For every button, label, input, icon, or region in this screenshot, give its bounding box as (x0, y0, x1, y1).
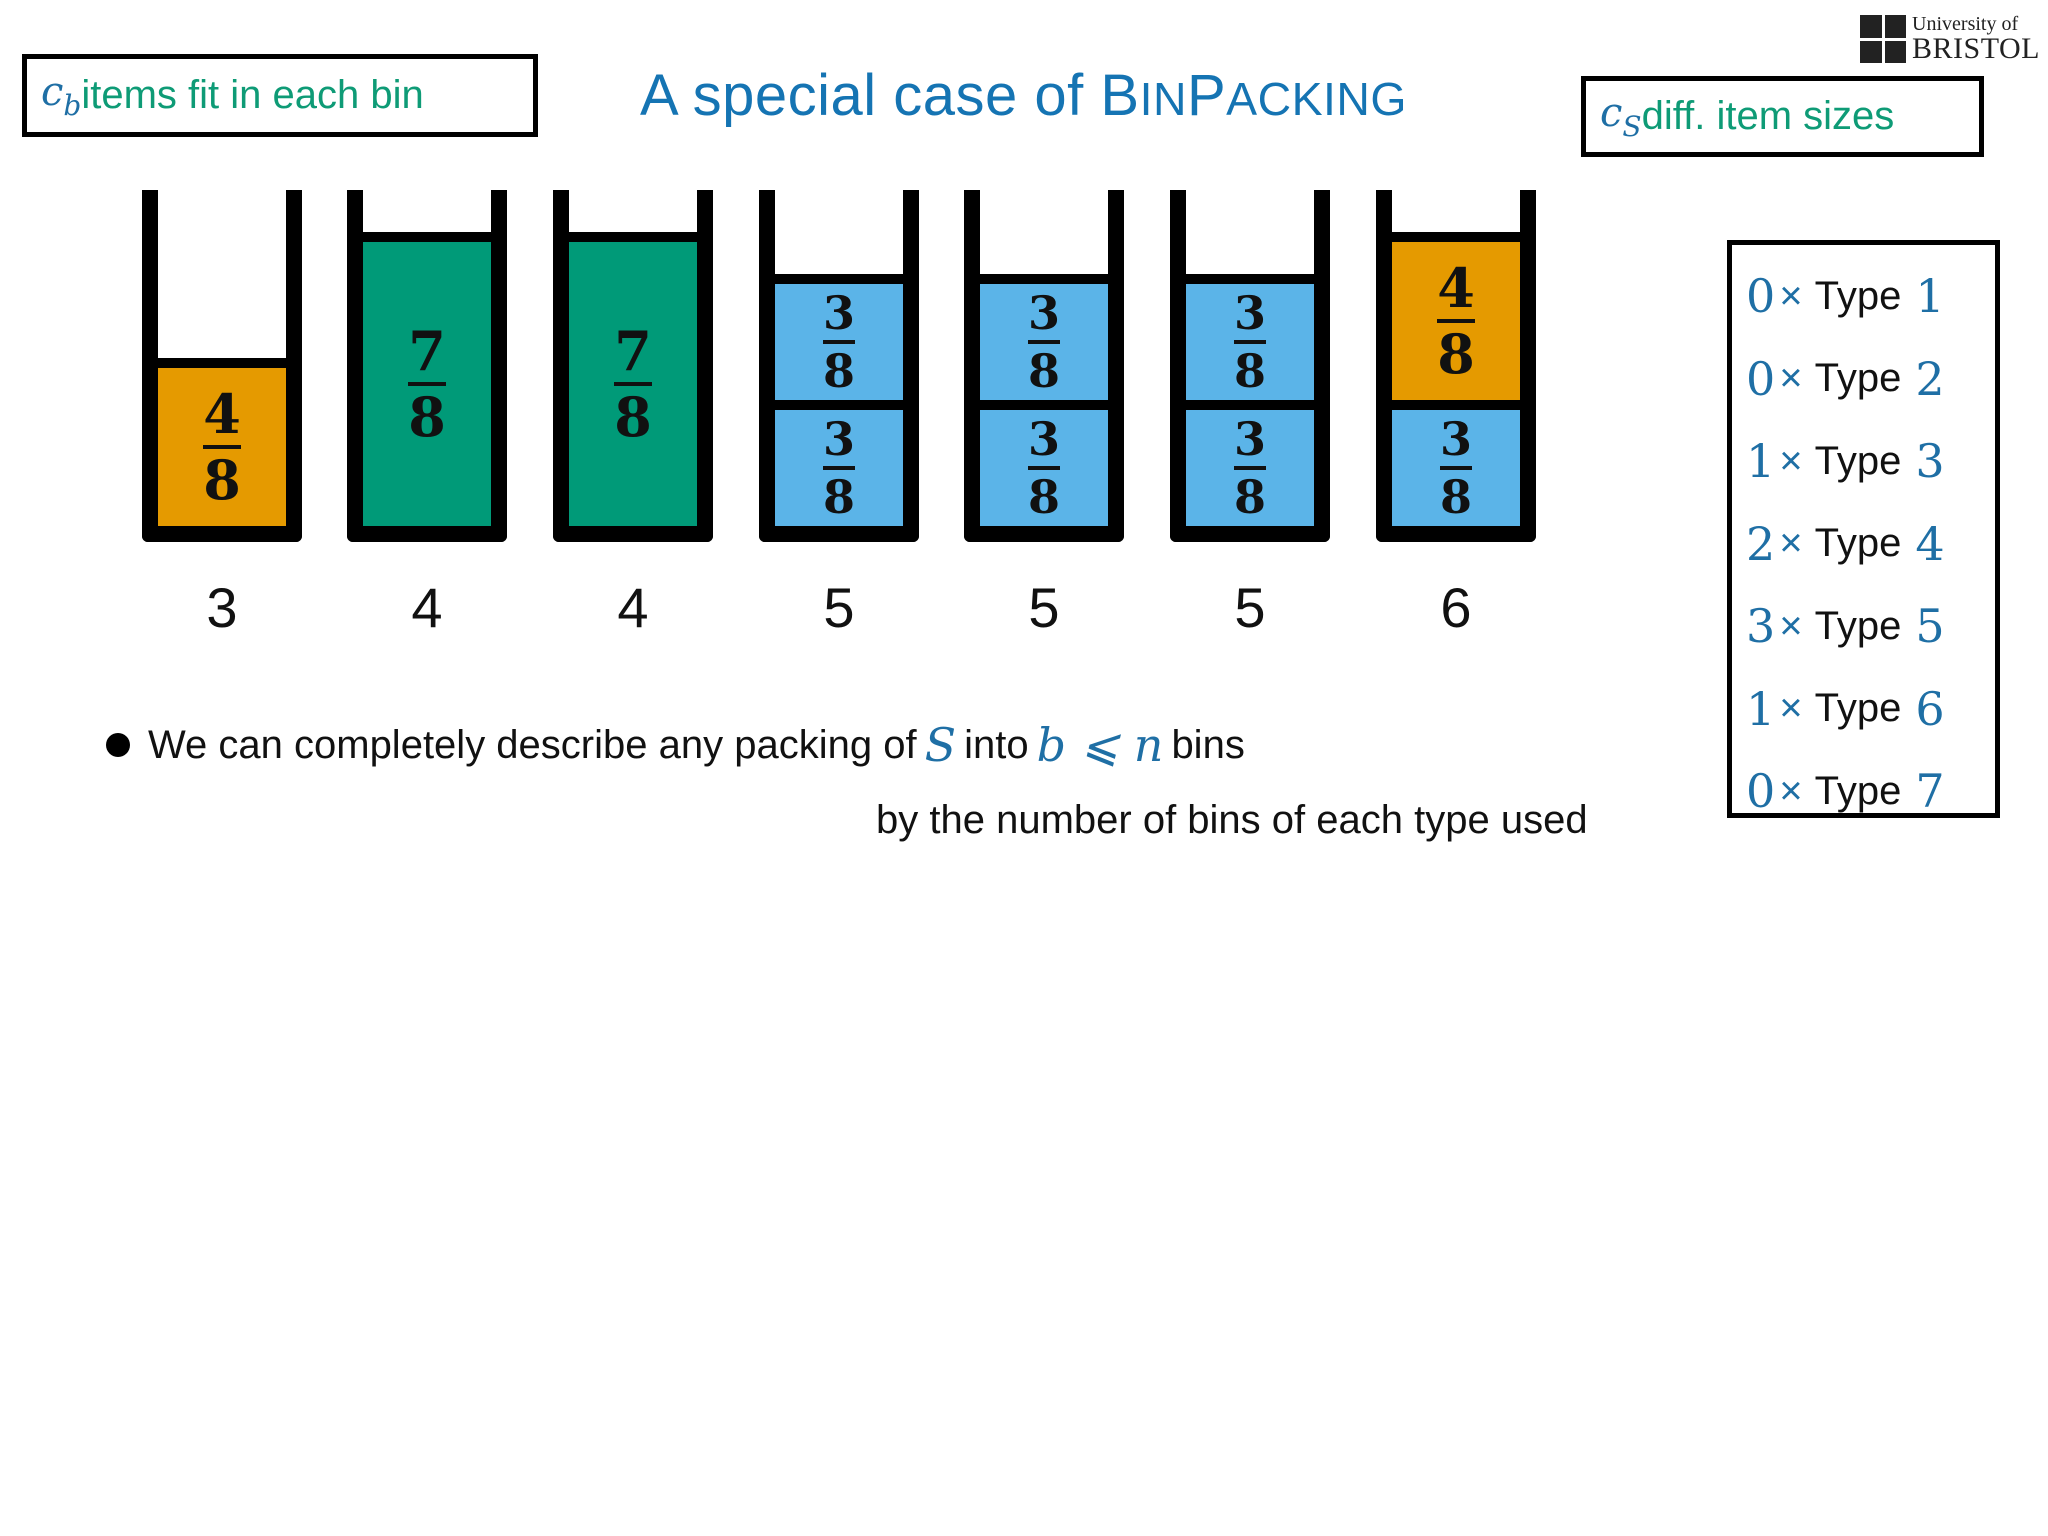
logo-line-2: BRISTOL (1912, 32, 2040, 65)
type-count-box: 0 × Type 1 0 × Type 2 1 × Type 3 2 × Type 4 3 × Type 5 1 × Typ… (1727, 240, 2000, 818)
bin-type-label: 5 (1028, 576, 1060, 639)
bullet-text-3: bins (1171, 722, 1245, 767)
math-b-le-n: b ⩽ n (1036, 718, 1164, 772)
bullet-icon (106, 733, 130, 757)
box-item-sizes-text: diff. item sizes (1641, 94, 1895, 138)
box-item-sizes: cS diff. item sizes (1581, 76, 1984, 157)
bullet-point: We can completely describe any packing o… (106, 718, 1245, 772)
box-items-per-bin-text: items fit in each bin (81, 73, 424, 117)
bin-type-label: 3 (206, 576, 238, 639)
cs-symbol: cS (1600, 90, 1642, 143)
bullet-text-2: into (964, 722, 1029, 767)
crest-icon (1860, 15, 1907, 63)
type-row: 1 × Type 6 (1746, 681, 1945, 736)
slide-title: A special case of BINPACKING (640, 63, 1408, 128)
bullet-text-1: We can completely describe any packing o… (148, 722, 917, 767)
bin-type-label: 6 (1440, 576, 1472, 639)
math-s: S (924, 718, 957, 772)
type-row: 0 × Type 2 (1746, 351, 1945, 406)
type-row: 3 × Type 5 (1746, 599, 1945, 654)
university-logo: University of BRISTOL (1860, 14, 2040, 64)
type-row: 1 × Type 3 (1746, 434, 1945, 489)
bin-type-label: 4 (411, 576, 443, 639)
bullet-continuation: by the number of bins of each type used (876, 798, 1588, 842)
bin-type-label: 4 (617, 576, 649, 639)
cb-symbol: cb (41, 69, 82, 122)
type-row: 0 × Type 7 (1746, 764, 1945, 819)
bin-type-label: 5 (1234, 576, 1266, 639)
type-row: 0 × Type 1 (1746, 269, 1945, 324)
box-items-per-bin: cb items fit in each bin (22, 54, 538, 137)
logo-line-1: University of (1912, 13, 2019, 35)
bin-type-label: 5 (823, 576, 855, 639)
type-row: 2 × Type 4 (1746, 516, 1945, 571)
